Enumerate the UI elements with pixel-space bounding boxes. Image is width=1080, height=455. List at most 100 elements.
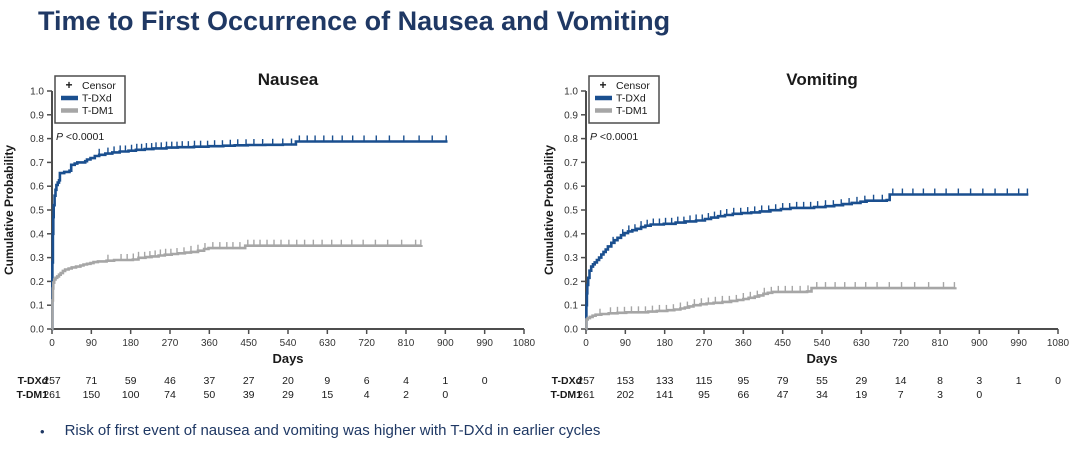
risk-value: 6 (364, 375, 370, 387)
risk-value: 37 (203, 375, 215, 387)
x-tick-label: 630 (319, 338, 336, 349)
risk-value: 261 (43, 389, 61, 401)
y-tick-label: 0.7 (564, 158, 578, 169)
x-tick-label: 360 (201, 338, 218, 349)
y-tick-label: 0.1 (564, 301, 578, 312)
y-tick-label: 0.0 (564, 325, 578, 336)
risk-value: 27 (243, 375, 255, 387)
y-tick-label: 1.0 (30, 87, 44, 98)
nausea-chart: Nausea0.00.10.20.30.40.50.60.70.80.91.00… (2, 70, 536, 401)
p-value: P <0.0001 (590, 131, 638, 143)
risk-value: 79 (777, 375, 789, 387)
risk-value: 39 (243, 389, 255, 401)
risk-value: 133 (656, 375, 674, 387)
legend-label: T-DXd (82, 93, 112, 105)
risk-value: 0 (1055, 375, 1061, 387)
x-tick-label: 540 (280, 338, 297, 349)
legend-label: Censor (82, 80, 116, 92)
x-tick-label: 1080 (513, 338, 536, 349)
x-tick-label: 900 (971, 338, 988, 349)
x-tick-label: 720 (892, 338, 909, 349)
risk-value: 4 (403, 375, 409, 387)
x-tick-label: 90 (620, 338, 632, 349)
y-tick-label: 0.6 (564, 182, 578, 193)
vomiting-chart: Vomiting 0.0 0.1 0.2 0.3 0.4 0.5 0.6 0.7 0.8 0.9 1.… (542, 70, 1070, 401)
curve-t-dm1 (51, 239, 423, 331)
chart-title: Vomiting (786, 70, 857, 89)
x-tick-label: 720 (358, 338, 375, 349)
bullet-icon: • (40, 424, 45, 439)
risk-value: 71 (85, 375, 97, 387)
censor-marker-icon: + (599, 78, 606, 92)
x-tick-label: 990 (1010, 338, 1027, 349)
legend-label: T-DM1 (82, 105, 114, 117)
risk-row-label: T-DXd (552, 375, 582, 387)
legend-label: Censor (616, 80, 650, 92)
x-tick-label: 270 (162, 338, 179, 349)
y-tick-label: 0.4 (30, 229, 44, 240)
risk-value: 1 (1016, 375, 1022, 387)
y-tick-label: 0.8 (564, 134, 578, 145)
x-tick-label: 990 (476, 338, 493, 349)
risk-value: 19 (855, 389, 867, 401)
y-tick-label: 0.6 (30, 182, 44, 193)
y-tick-label: 0.2 (30, 277, 44, 288)
risk-value: 66 (737, 389, 749, 401)
risk-value: 34 (816, 389, 828, 401)
risk-value: 100 (122, 389, 140, 401)
risk-value: 4 (364, 389, 370, 401)
risk-value: 55 (816, 375, 828, 387)
censor-marker-icon: + (65, 78, 72, 92)
curve-t-dxd (585, 188, 1029, 331)
x-tick-label: 90 (86, 338, 98, 349)
y-tick-label: 0.9 (564, 110, 578, 121)
charts-row: Nausea 0.0 0.1 0.2 0.3 0.4 0.5 0.6 0.7 0.8 0.9 1.0 0… (0, 68, 1080, 408)
x-tick-label: 540 (814, 338, 831, 349)
legend-label: T-DM1 (616, 105, 648, 117)
x-tick-label: 0 (583, 338, 589, 349)
x-tick-label: 630 (853, 338, 870, 349)
y-tick-label: 1.0 (564, 87, 578, 98)
p-value: P <0.0001 (56, 131, 104, 143)
x-tick-label: 450 (774, 338, 791, 349)
risk-value: 46 (164, 375, 176, 387)
chart-title: Nausea (258, 70, 319, 89)
risk-row-label: T-DM1 (551, 389, 583, 401)
y-axis-label: Cumulative Probability (2, 145, 16, 275)
risk-value: 257 (43, 375, 61, 387)
y-tick-label: 0.5 (564, 206, 578, 217)
risk-value: 29 (855, 375, 867, 387)
curve-t-dxd (51, 135, 448, 331)
risk-value: 0 (976, 389, 982, 401)
y-tick-label: 0.1 (30, 301, 44, 312)
risk-value: 9 (324, 375, 330, 387)
conclusion-bullet: • Risk of first event of nausea and vomi… (40, 422, 600, 439)
risk-value: 74 (164, 389, 176, 401)
y-tick-label: 0.3 (30, 253, 44, 264)
axes: 0.0 0.1 0.2 0.3 0.4 0.5 0.6 0.7 0.8 0.9 1.0 0 90 180 2… (564, 87, 1069, 350)
legend-label: T-DXd (616, 93, 646, 105)
risk-row-label: T-DXd (18, 375, 48, 387)
curve-t-dm1 (585, 282, 957, 331)
risk-value: 150 (83, 389, 101, 401)
risk-value: 115 (696, 375, 713, 387)
y-tick-label: 0.8 (30, 134, 44, 145)
x-tick-label: 810 (398, 338, 415, 349)
risk-value: 59 (125, 375, 137, 387)
x-tick-label: 900 (437, 338, 454, 349)
risk-value: 2 (403, 389, 409, 401)
risk-value: 20 (282, 375, 294, 387)
y-axis-label: Cumulative Probability (542, 145, 556, 275)
y-tick-label: 0.7 (30, 158, 44, 169)
y-tick-label: 0.2 (564, 277, 578, 288)
x-tick-label: 180 (656, 338, 673, 349)
risk-value: 3 (937, 389, 943, 401)
risk-value: 261 (577, 389, 595, 401)
risk-value: 1 (442, 375, 448, 387)
risk-value: 153 (617, 375, 635, 387)
x-axis-label: Days (272, 351, 303, 366)
